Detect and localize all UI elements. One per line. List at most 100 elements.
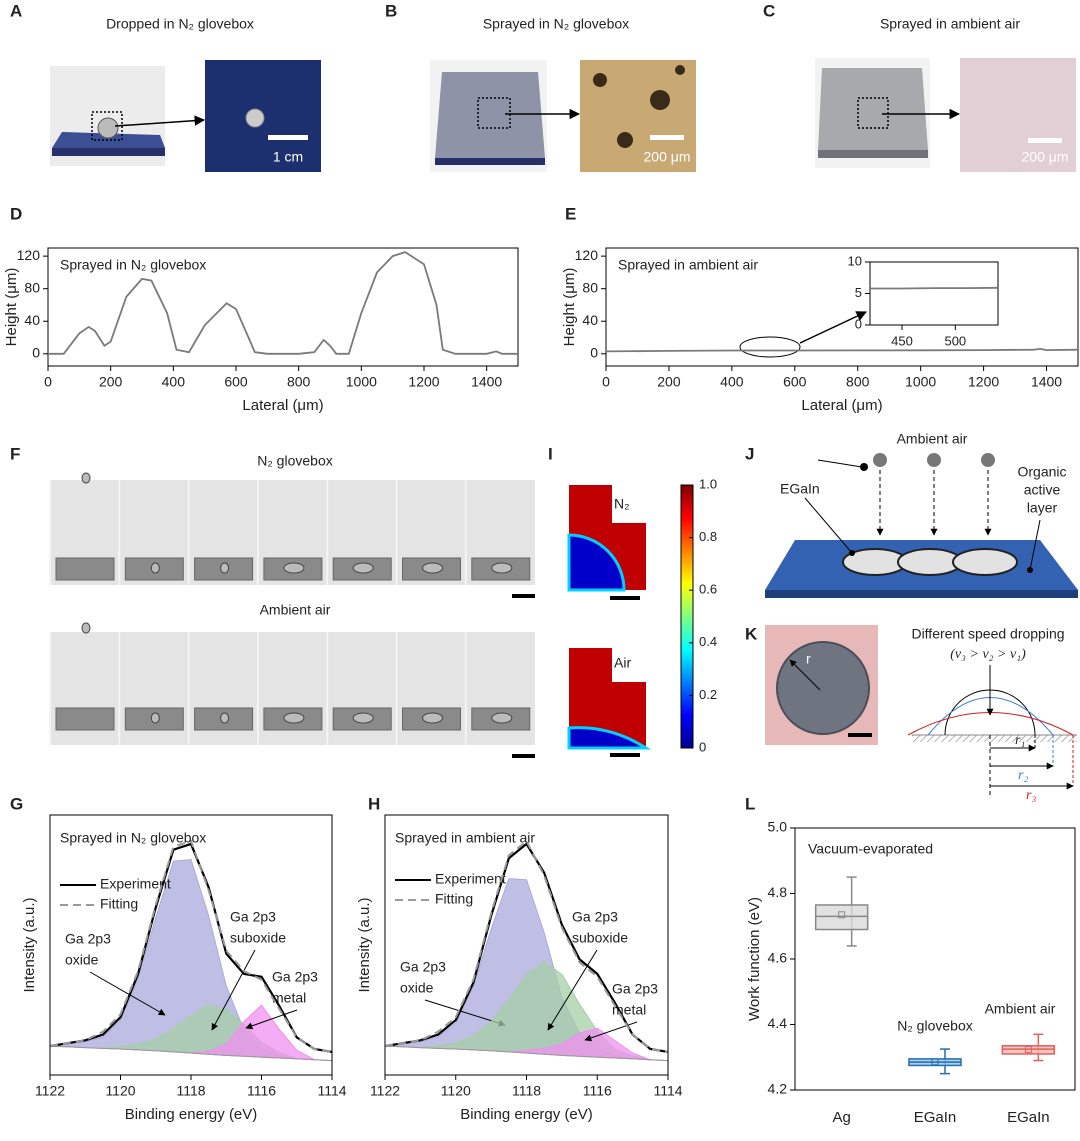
colorbar-tick-label: 0.6 — [699, 582, 717, 597]
x-tick-label: EGaIn — [1007, 1109, 1050, 1126]
legend-label: Experiment — [435, 871, 506, 887]
component-label: suboxide — [572, 930, 628, 946]
x-axis-label: Lateral (μm) — [801, 397, 882, 414]
y-tick-label: 5.0 — [768, 819, 788, 835]
scale-bar — [610, 753, 640, 757]
x-tick-label: 200 — [657, 374, 681, 390]
mean — [838, 911, 846, 919]
legend-label: Experiment — [100, 876, 171, 892]
slab — [818, 68, 928, 150]
y-axis-label: Height (μm) — [3, 268, 20, 347]
x-tick-label: 200 — [99, 374, 123, 390]
scale-label: 200 μm — [1022, 149, 1069, 165]
component-label: Ga 2p3 — [230, 909, 276, 925]
droplet — [245, 108, 265, 128]
colorbar-tick-label: 1.0 — [699, 476, 717, 491]
caption: Ambient air — [260, 602, 331, 618]
y-tick-label: 4.8 — [768, 884, 788, 900]
panel-i-maps — [567, 484, 694, 757]
ball — [927, 453, 941, 467]
series-line — [384, 842, 669, 1053]
droplet — [150, 562, 160, 574]
y-tick-label: 0 — [32, 344, 40, 360]
x-tick-label: 1000 — [346, 374, 377, 390]
series-line — [49, 839, 333, 1053]
x-tick-label: Ag — [832, 1109, 850, 1126]
slab-edge — [52, 148, 165, 156]
panel-label: L — [745, 794, 755, 813]
legend-label: Fitting — [100, 896, 138, 912]
droplet — [422, 562, 443, 574]
y-tick-label: 4.4 — [768, 1015, 788, 1031]
component-label: Ga 2p3 — [272, 969, 318, 985]
map-label: Air — [614, 655, 631, 671]
x-tick-label: 600 — [783, 374, 807, 390]
x-tick-label: 0 — [44, 374, 52, 390]
colorbar-tick-label: 0.2 — [699, 687, 717, 702]
label: Ambient air — [897, 431, 968, 447]
label: EGaIn — [780, 481, 820, 497]
ball — [873, 453, 887, 467]
panel-label: H — [368, 794, 380, 813]
panel-e-callout — [739, 311, 867, 358]
droplet — [97, 117, 119, 139]
x-tick-label: 1400 — [1031, 374, 1062, 390]
droplet — [352, 712, 374, 724]
component-label: metal — [612, 1002, 646, 1018]
spot — [650, 90, 670, 110]
plate — [55, 557, 115, 581]
x-tick-label: 1120 — [441, 1083, 471, 1099]
scale-bar — [650, 135, 684, 140]
panel-j — [765, 453, 1078, 598]
x-tick-label: 800 — [846, 374, 870, 390]
spot — [617, 132, 633, 148]
component-label: Ga 2p3 — [572, 909, 618, 925]
spot — [593, 73, 607, 87]
label: layer — [1027, 500, 1058, 516]
caption: N₂ glovebox — [257, 453, 332, 469]
droplet — [283, 562, 305, 574]
component-label: oxide — [400, 980, 434, 996]
x-tick-label: 800 — [287, 374, 311, 390]
annotation-arrow — [89, 971, 166, 1016]
droplet — [776, 641, 870, 735]
arrow — [114, 115, 206, 127]
x-tick-label: 1114 — [653, 1083, 682, 1099]
droplet — [220, 712, 230, 724]
colorbar-tick-label: 0.4 — [699, 634, 717, 649]
inset-frame — [869, 261, 999, 326]
label: active — [1024, 482, 1061, 498]
mean — [931, 1058, 939, 1066]
dot — [860, 463, 868, 471]
label: (v₃ > v₂ > v₁) — [950, 647, 1026, 662]
slab — [52, 132, 165, 148]
chart-title: Sprayed in N₂ glovebox — [60, 830, 206, 846]
arrow — [789, 659, 821, 691]
y-tick-label: 0 — [855, 316, 862, 331]
slab-edge — [765, 590, 1078, 598]
panel-label: A — [10, 1, 22, 20]
scale-bar — [512, 594, 535, 598]
y-axis-label: Intensity (a.u.) — [356, 897, 373, 992]
label: r₂ — [1018, 768, 1028, 783]
texts: Dropped in N₂ glovebox Sprayed in N₂ glo… — [106, 16, 1068, 804]
zoom-box — [477, 97, 511, 129]
annotation-arrow — [245, 1009, 298, 1030]
chart-title: Sprayed in ambient air — [395, 830, 535, 846]
y-tick-label: 120 — [575, 247, 599, 263]
panel-label: F — [10, 444, 20, 463]
scale-bar — [268, 135, 308, 140]
panel-label: K — [745, 624, 758, 643]
x-tick-label: 450 — [891, 333, 913, 348]
droplet — [150, 712, 160, 724]
map-region — [567, 726, 652, 750]
dot — [849, 550, 855, 556]
panel-label: C — [763, 1, 775, 20]
droplet — [352, 562, 374, 574]
ball — [981, 453, 995, 467]
spot — [675, 65, 685, 75]
slab — [435, 72, 545, 158]
panel-label: E — [565, 204, 576, 223]
slab-edge — [818, 150, 928, 158]
